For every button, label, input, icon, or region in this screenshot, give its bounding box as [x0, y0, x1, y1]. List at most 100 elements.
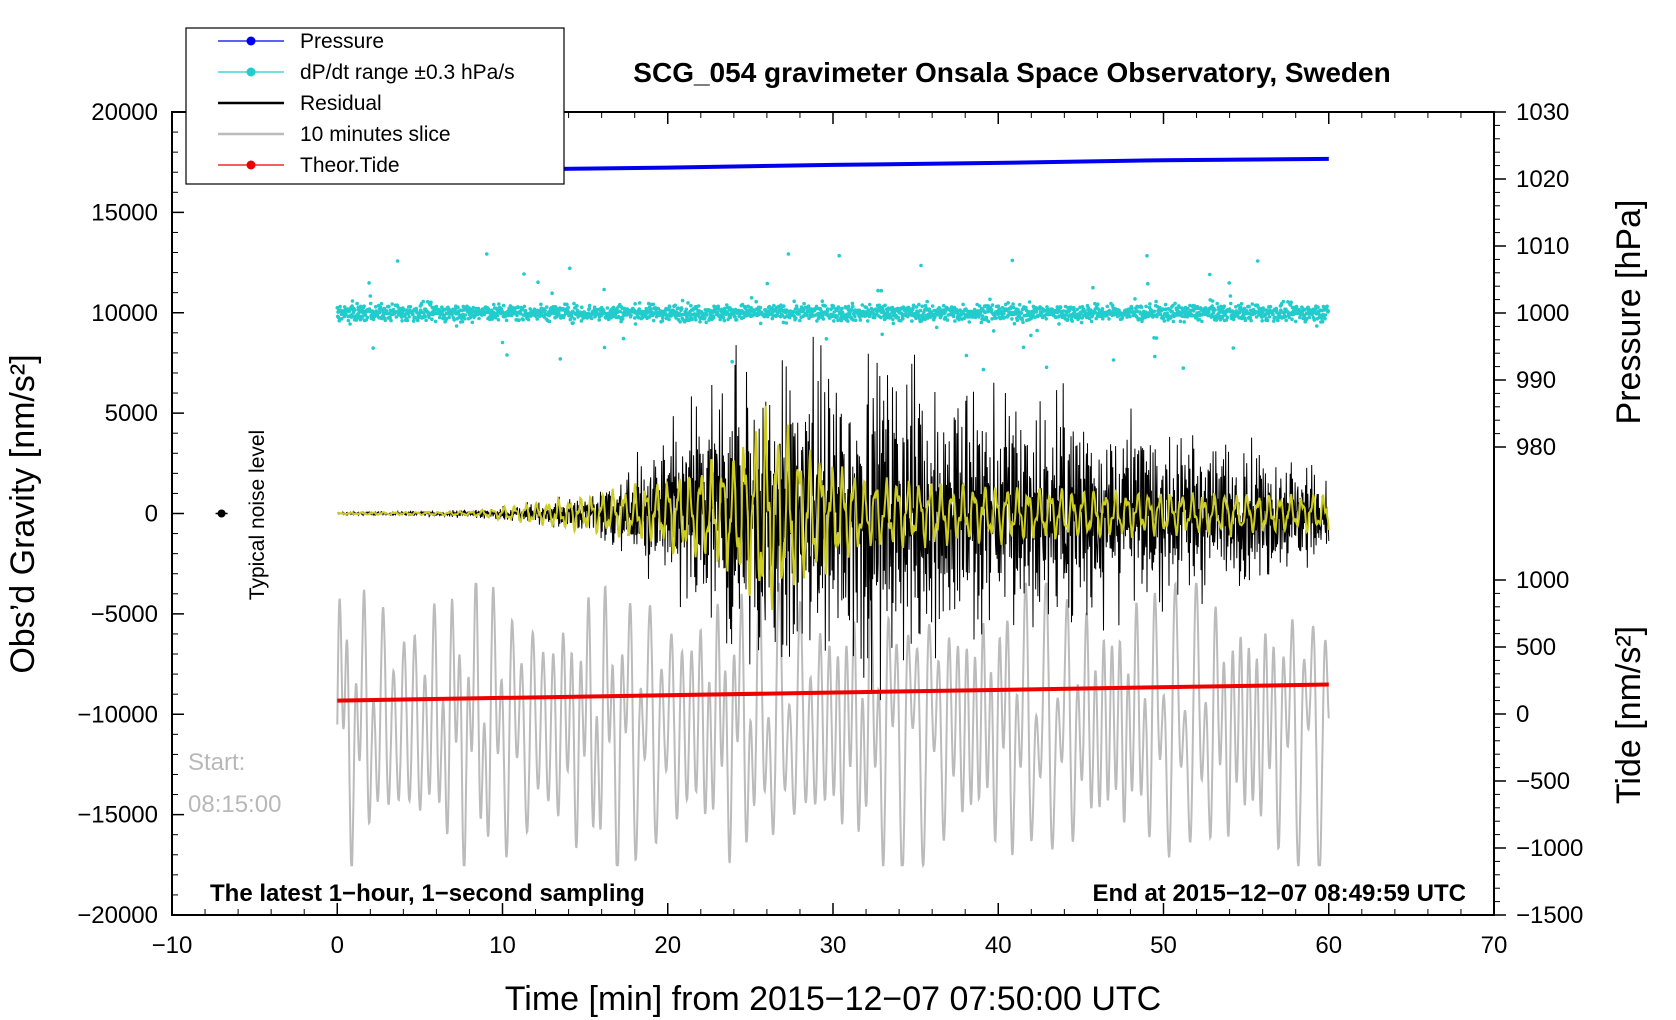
y-tick-label-left: 20000 [91, 99, 158, 126]
dpdt-point [424, 318, 428, 323]
dpdt-point [535, 308, 540, 313]
dpdt-point [620, 317, 625, 321]
dpdt-point [470, 320, 475, 325]
dpdt-point [1096, 302, 1100, 307]
dpdt-point [725, 303, 729, 307]
dpdt-point [534, 314, 538, 319]
dpdt-point [1210, 299, 1215, 303]
dpdt-point [853, 314, 857, 319]
dpdt-point [667, 317, 671, 322]
dpdt-point [1035, 328, 1039, 333]
dpdt-point [749, 306, 753, 310]
y-tick-label-tide: −500 [1516, 768, 1570, 795]
dpdt-point [1227, 307, 1232, 311]
dpdt-point [433, 319, 438, 324]
x-tick-label: 70 [1481, 932, 1508, 959]
dpdt-point [394, 315, 399, 319]
dpdt-point [1044, 317, 1048, 321]
dpdt-point [447, 315, 452, 320]
dpdt-point [1012, 321, 1017, 326]
dpdt-point [408, 304, 413, 309]
y-tick-label-pressure: 1000 [1516, 300, 1569, 327]
dpdt-point [730, 359, 734, 364]
dpdt-point [840, 306, 844, 311]
dpdt-point [1260, 311, 1265, 315]
dpdt-point [490, 317, 495, 321]
dpdt-point [674, 316, 678, 320]
dpdt-point [1148, 302, 1152, 306]
dpdt-point [405, 318, 410, 323]
dpdt-point [547, 319, 552, 324]
dpdt-point [864, 305, 869, 310]
dpdt-point [587, 306, 592, 311]
dpdt-point [1181, 307, 1185, 312]
dpdt-point [704, 320, 708, 325]
dpdt-point [429, 300, 433, 305]
dpdt-point [1010, 258, 1015, 263]
dpdt-point [452, 318, 457, 322]
dpdt-point [989, 307, 994, 312]
dpdt-point [1231, 346, 1236, 350]
dpdt-point [820, 313, 825, 318]
dpdt-point [1016, 308, 1020, 312]
legend-swatch-marker [246, 67, 256, 77]
dpdt-point [1255, 259, 1260, 263]
dpdt-point [740, 302, 745, 307]
dpdt-point [964, 307, 968, 311]
y-tick-label-pressure: 1010 [1516, 233, 1569, 260]
dpdt-point [723, 306, 727, 311]
dpdt-point [711, 316, 716, 320]
dpdt-point [1002, 311, 1006, 316]
dpdt-point [802, 301, 806, 306]
dpdt-point [579, 319, 584, 323]
dpdt-point [518, 311, 523, 316]
legend-swatch-marker [246, 36, 256, 46]
dpdt-point [368, 301, 373, 306]
dpdt-point [565, 302, 569, 307]
dpdt-point [684, 307, 689, 312]
dpdt-point [1243, 318, 1248, 323]
dpdt-point [979, 320, 984, 325]
legend-label: 10 minutes slice [300, 123, 451, 146]
dpdt-point [602, 287, 606, 292]
dpdt-point [434, 304, 439, 309]
dpdt-point [1140, 319, 1144, 324]
dpdt-point [868, 302, 872, 307]
dpdt-point [668, 305, 672, 309]
dpdt-point [1110, 310, 1114, 315]
dpdt-point [1072, 310, 1077, 314]
start-time: 08:15:00 [188, 791, 281, 818]
y-tick-label-left: 10000 [91, 300, 158, 327]
dpdt-point [1197, 317, 1202, 322]
dpdt-point [407, 315, 411, 319]
dpdt-point [825, 309, 829, 314]
legend: Pressure dP/dt range ±0.3 hPa/s Residual 10… [185, 27, 565, 185]
dpdt-point [1248, 315, 1253, 320]
y-tick-label-tide: 500 [1516, 634, 1556, 661]
dpdt-point [388, 315, 392, 320]
dpdt-point [1283, 314, 1288, 319]
y-tick-label-tide: −1000 [1516, 835, 1583, 862]
y-tick-label-tide: −1500 [1516, 902, 1583, 929]
y-tick-label-left: −5000 [91, 601, 158, 628]
dpdt-point [1228, 294, 1233, 298]
dpdt-point [1139, 305, 1144, 310]
dpdt-point [734, 318, 739, 322]
dpdt-point [1239, 301, 1244, 306]
dpdt-point [1298, 315, 1302, 320]
dpdt-point [602, 345, 607, 350]
dpdt-point [1206, 313, 1211, 318]
dpdt-point [1166, 318, 1170, 322]
dpdt-point [589, 316, 594, 321]
dpdt-point [977, 304, 982, 308]
dpdt-point [890, 305, 895, 310]
dpdt-point [980, 314, 985, 318]
dpdt-point [1154, 336, 1159, 340]
dpdt-point [837, 306, 841, 310]
y-tick-label-left: −10000 [77, 701, 158, 728]
y-tick-label-tide: 0 [1516, 701, 1529, 728]
dpdt-point [1030, 315, 1034, 319]
dpdt-point [1188, 303, 1192, 308]
y-tick-label-left: −15000 [77, 802, 158, 829]
dpdt-point [1211, 311, 1216, 315]
